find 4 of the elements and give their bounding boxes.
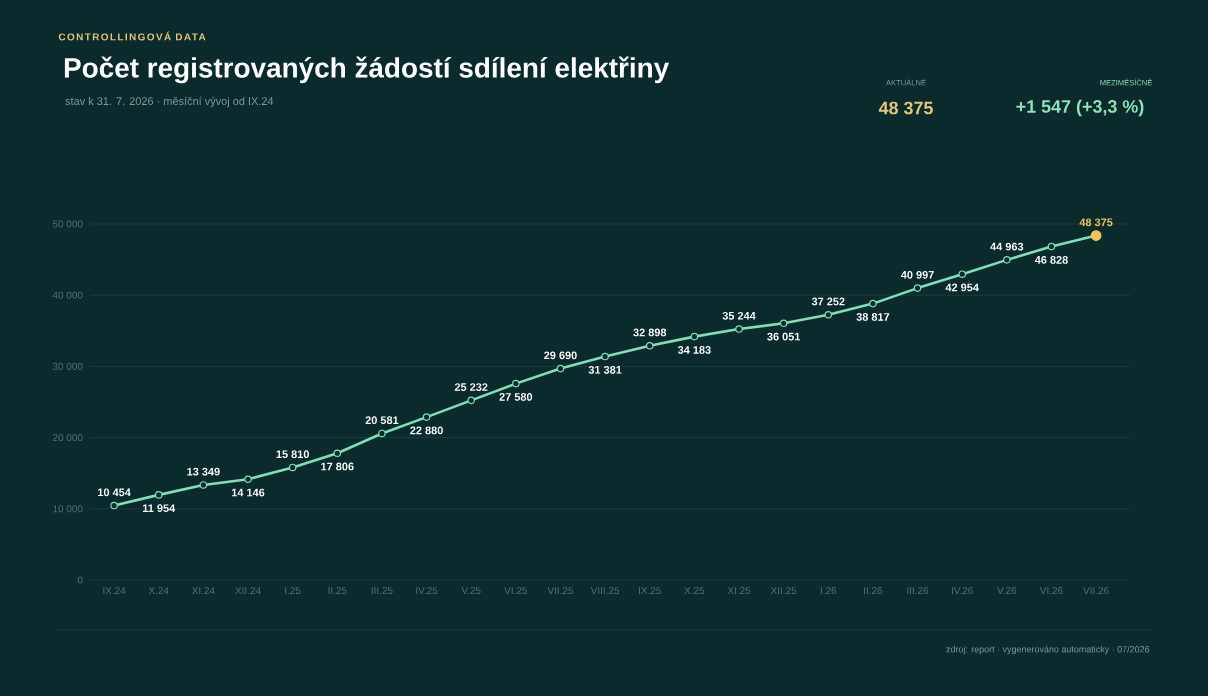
point xyxy=(1090,230,1102,241)
text: 48 375 xyxy=(878,101,933,115)
text: +1 547 (+3,3 %) xyxy=(1016,99,1144,117)
chart-title: Počet registrovaných žádostí sdílení elektřiny xyxy=(64,56,670,84)
